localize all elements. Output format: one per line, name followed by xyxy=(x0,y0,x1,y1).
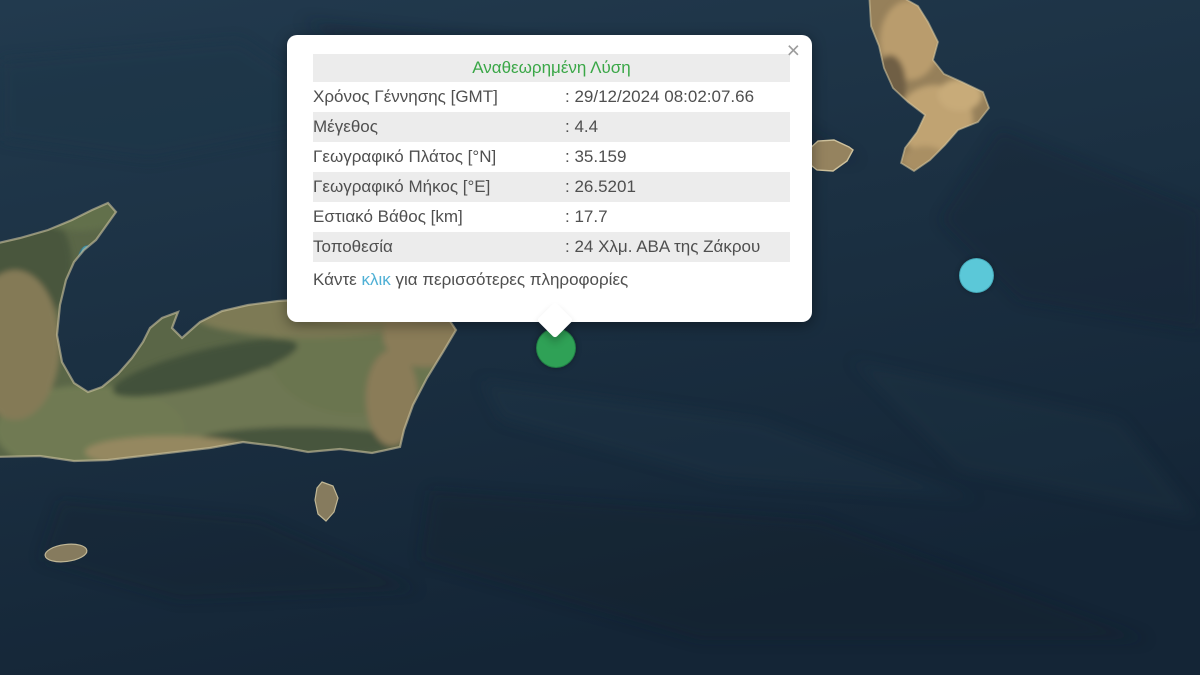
depth-value: : 17.7 xyxy=(565,207,608,226)
info-row-longitude: Γεωγραφικό Μήκος [°E] : 26.5201 xyxy=(313,172,790,202)
info-row-location: Τοποθεσία : 24 Χλμ. ΑΒΑ της Ζάκρου xyxy=(313,232,790,262)
koufonisi-islet xyxy=(314,481,339,522)
info-row-latitude: Γεωγραφικό Πλάτος [°N] : 35.159 xyxy=(313,142,790,172)
popup-title: Αναθεωρημένη Λύση xyxy=(313,54,790,82)
armathia-islet xyxy=(805,139,854,172)
secondary-event-marker[interactable] xyxy=(959,258,994,293)
latitude-label: Γεωγραφικό Πλάτος [°N] xyxy=(313,147,497,166)
info-row-magnitude: Μέγεθος : 4.4 xyxy=(313,112,790,142)
close-icon[interactable]: × xyxy=(786,37,800,63)
longitude-value: : 26.5201 xyxy=(565,177,636,196)
chrysi-islet xyxy=(44,543,88,563)
depth-label: Εστιακό Βάθος [km] xyxy=(313,207,463,226)
latitude-value: : 35.159 xyxy=(565,147,627,166)
more-info-link[interactable]: κλικ xyxy=(361,270,391,289)
origin-time-value: : 29/12/2024 08:02:07.66 xyxy=(565,87,755,106)
location-value: : 24 Χλμ. ΑΒΑ της Ζάκρου xyxy=(565,237,761,256)
longitude-label: Γεωγραφικό Μήκος [°E] xyxy=(313,177,491,196)
origin-time-label: Χρόνος Γέννησης [GMT] xyxy=(313,87,498,106)
magnitude-label: Μέγεθος xyxy=(313,117,378,136)
footer-suffix: για περισσότερες πληροφορίες xyxy=(390,270,629,289)
earthquake-info-popup: × Αναθεωρημένη Λύση Χρόνος Γέννησης [GMT… xyxy=(287,35,812,339)
info-row-depth: Εστιακό Βάθος [km] : 17.7 xyxy=(313,202,790,232)
info-row-origin-time: Χρόνος Γέννησης [GMT] : 29/12/2024 08:02… xyxy=(313,82,790,112)
footer-prefix: Κάντε xyxy=(313,270,362,289)
popup-footer: Κάντε κλικ για περισσότερες πληροφορίες xyxy=(313,265,790,295)
magnitude-value: : 4.4 xyxy=(565,117,599,136)
location-label: Τοποθεσία xyxy=(313,237,393,256)
